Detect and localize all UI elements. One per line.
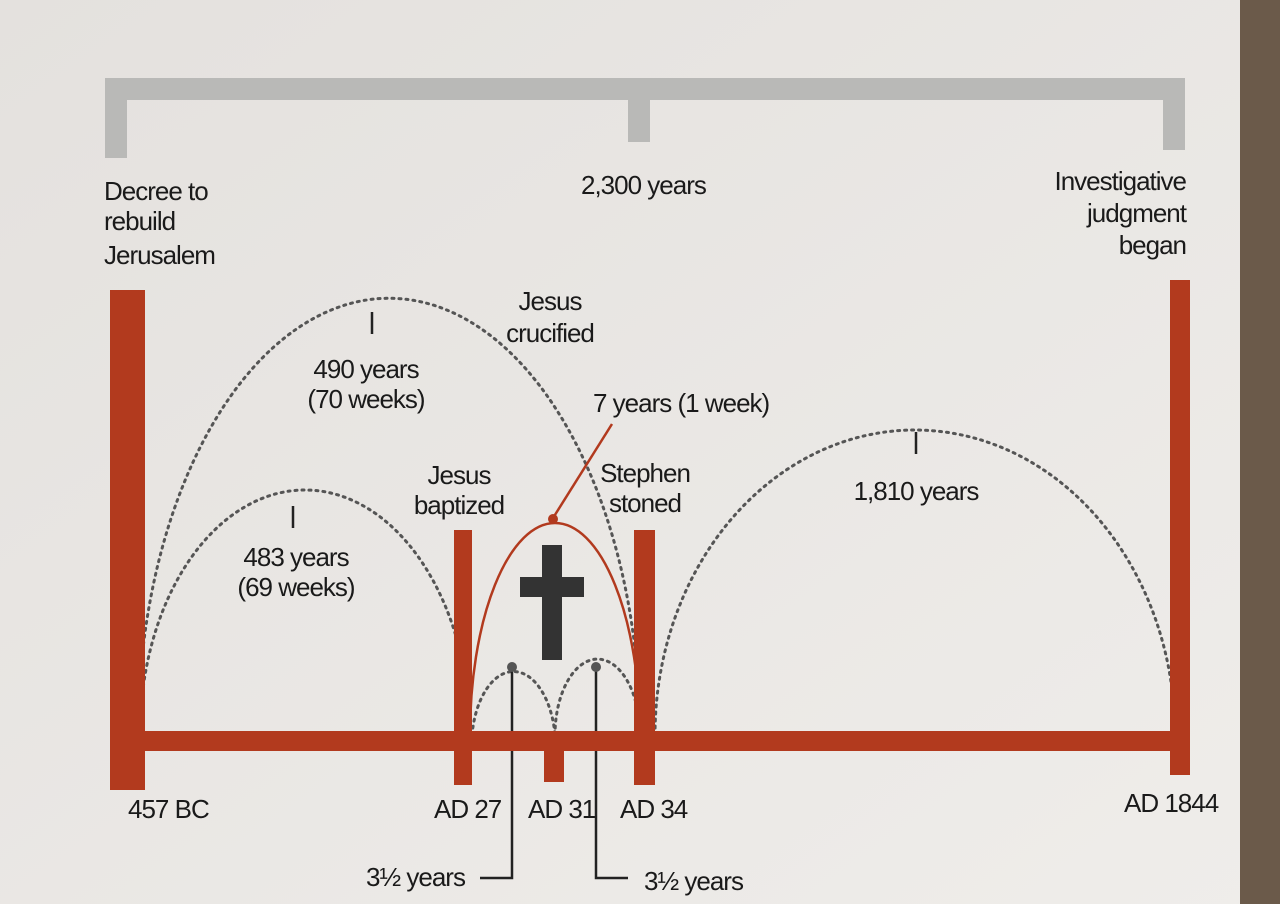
period-label: 3½ years: [644, 866, 744, 896]
span-bracket: [105, 78, 1185, 158]
label: Investigative: [1054, 166, 1186, 196]
label: Jerusalem: [104, 240, 215, 270]
period-label: 3½ years: [366, 862, 466, 892]
half-dot: [591, 662, 601, 672]
period-label: (69 weeks): [237, 572, 354, 602]
period-label: 1,810 years: [854, 476, 980, 506]
timeline: [110, 280, 1190, 790]
label: crucified: [506, 318, 594, 348]
date-label: AD 1844: [1124, 788, 1219, 818]
period-label: (70 weeks): [307, 384, 424, 414]
cross: [520, 545, 584, 660]
label: Stephen: [600, 458, 690, 488]
date-label: AD 34: [620, 794, 688, 824]
arc-490: [136, 296, 642, 737]
label: Jesus: [428, 460, 492, 490]
arc-1810: [653, 428, 1177, 737]
label: baptized: [414, 490, 504, 520]
arc-483: [138, 488, 472, 737]
span-label: 2,300 years: [581, 170, 707, 200]
period-label: 490 years: [313, 354, 419, 384]
week-dot: [548, 514, 558, 524]
date-label: AD 27: [434, 794, 502, 824]
date-label: AD 31: [528, 794, 596, 824]
arc-half-week-1: [470, 670, 557, 737]
label: began: [1119, 230, 1186, 260]
label: rebuild: [104, 206, 175, 236]
label: Jesus: [519, 286, 583, 316]
week-pointer: [551, 423, 614, 519]
period-label: 7 years (1 week): [593, 388, 770, 418]
date-label: 457 BC: [128, 794, 209, 824]
period-label: 483 years: [243, 542, 349, 572]
label: stoned: [609, 488, 681, 518]
label: Decree to: [104, 176, 208, 206]
half-dot: [507, 662, 517, 672]
label: judgment: [1086, 198, 1188, 228]
page-edge: [1240, 0, 1280, 904]
